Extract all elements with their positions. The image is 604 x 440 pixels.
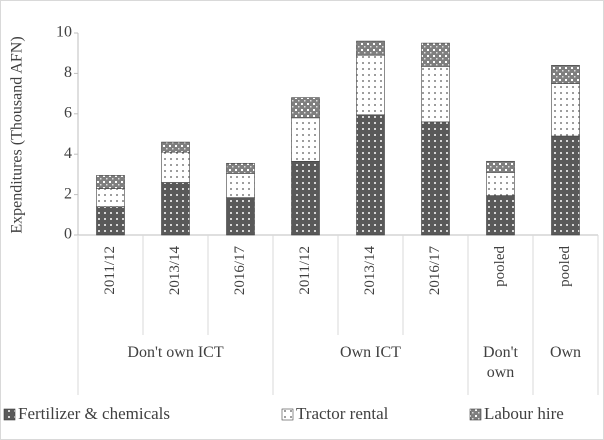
y-tick-label: 10 [56,24,72,41]
bar-segment [551,135,580,236]
bar-segment [291,160,320,236]
bar-segment [226,173,255,198]
bar-segment [226,162,255,174]
legend-label: Tractor rental [296,404,389,423]
y-tick-label: 6 [64,104,72,121]
legend-swatch [469,408,482,421]
group-label: Don't own [483,344,518,381]
bar-segment [356,40,385,56]
bar-segment [486,195,515,236]
x-tick-label: 2013/14 [167,246,183,296]
legend-swatch [3,408,16,421]
x-tick-label: 2011/12 [102,246,118,295]
legend-label: Fertilizer & chemicals [18,404,170,423]
bar-segment [486,172,515,196]
bar-segment [291,97,320,119]
bar-segment [226,197,255,236]
bar-segment [421,42,450,67]
bar-segment [356,114,385,236]
bar-segment [421,121,450,236]
bar-segment [96,188,125,208]
y-tick-label: 4 [64,145,72,162]
bar-segment [161,151,190,183]
legend-swatch [281,408,294,421]
bar-segment [161,141,190,153]
group-label: Don't own ICT [127,344,224,361]
x-tick-label: pooled [492,246,508,287]
y-tick-label: 0 [64,226,72,243]
bar-segment [486,160,515,173]
bar-segment [551,83,580,137]
x-tick-label: 2016/17 [232,246,248,296]
bar-segment [96,175,125,189]
x-tick-label: 2013/14 [362,246,378,296]
bar-segment [421,66,450,123]
y-axis-label: Expenditures (Thousand AFN) [9,36,26,233]
bar-segment [356,54,385,116]
bar-segment [291,117,320,162]
group-label: Own ICT [340,344,401,361]
x-tick-label: pooled [557,246,573,287]
x-tick-label: 2011/12 [297,246,313,295]
bar-segment [161,182,190,236]
bar-segment [96,206,125,236]
legend-label: Labour hire [484,404,564,423]
y-tick-label: 8 [64,64,72,81]
group-label: Own [549,344,582,361]
x-tick-label: 2016/17 [427,246,443,296]
bar-segment [551,65,580,84]
y-tick-label: 2 [64,185,72,202]
